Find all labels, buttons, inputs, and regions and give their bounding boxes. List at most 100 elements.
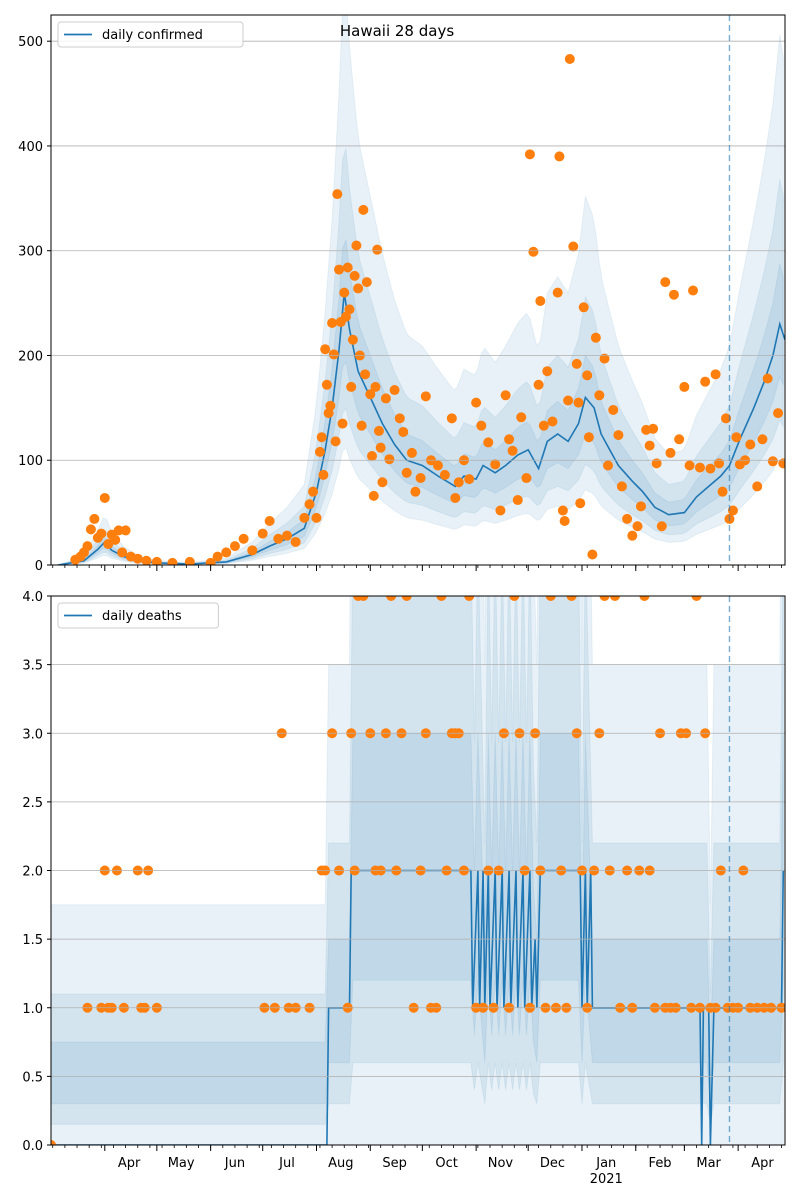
x-tick-label: Dec — [540, 1156, 565, 1171]
observed-point — [386, 596, 397, 601]
observed-point — [668, 289, 679, 300]
observed-point — [167, 557, 178, 565]
observed-point — [656, 521, 667, 532]
observed-point — [547, 416, 558, 427]
observed-point — [314, 446, 325, 457]
observed-point — [328, 349, 339, 360]
observed-point — [205, 557, 216, 565]
observed-point — [273, 533, 284, 544]
observed-point — [583, 432, 594, 443]
observed-point — [651, 458, 662, 469]
observed-point — [665, 447, 676, 458]
observed-point — [535, 296, 546, 306]
observed-point — [644, 440, 655, 451]
observed-point — [432, 460, 443, 471]
observed-point — [290, 536, 301, 547]
observed-point — [347, 334, 358, 345]
observed-point — [398, 426, 409, 437]
observed-point — [113, 525, 124, 536]
observed-point — [705, 463, 716, 474]
y-tick-label: 1.0 — [22, 1002, 43, 1017]
observed-point — [316, 432, 327, 443]
observed-point — [608, 404, 619, 415]
x-tick-label: Mar — [696, 1156, 721, 1171]
observed-point — [346, 381, 357, 392]
observed-point — [436, 596, 447, 601]
observed-point — [99, 492, 110, 503]
x-tick-label: Nov — [488, 1156, 514, 1171]
observed-point — [321, 379, 332, 390]
observed-point — [648, 423, 659, 434]
observed-point — [212, 551, 223, 562]
observed-point — [358, 596, 369, 601]
observed-point — [264, 516, 275, 526]
observed-point — [311, 512, 322, 523]
observed-point — [141, 555, 152, 565]
observed-point — [439, 469, 450, 480]
observed-point — [420, 391, 431, 402]
observed-point — [247, 545, 258, 556]
observed-point — [308, 486, 319, 497]
observed-point — [568, 241, 579, 252]
observed-point — [110, 534, 121, 545]
observed-point — [587, 549, 598, 560]
x-tick-label: Jun — [224, 1156, 245, 1171]
observed-point — [389, 385, 400, 396]
observed-point — [332, 189, 343, 200]
observed-point — [767, 456, 778, 467]
observed-point — [89, 513, 100, 524]
observed-point — [238, 533, 249, 544]
observed-point — [229, 541, 240, 552]
observed-point — [571, 358, 582, 369]
x-tick-label: Aug — [328, 1156, 353, 1171]
observed-point — [688, 285, 699, 296]
observed-point — [727, 505, 738, 516]
uncertainty-band — [51, 15, 784, 565]
observed-point — [632, 521, 643, 532]
observed-point — [745, 439, 756, 450]
y-tick-label: 4.0 — [22, 590, 43, 605]
x-year-label: 2021 — [590, 1172, 623, 1187]
x-tick-label: Oct — [435, 1156, 457, 1171]
legend-label: daily deaths — [102, 609, 182, 624]
observed-point — [356, 420, 367, 431]
observed-point — [679, 381, 690, 392]
y-tick-label: 2.5 — [22, 796, 43, 811]
observed-point — [542, 366, 553, 377]
plot-area — [51, 15, 785, 565]
observed-point — [257, 528, 268, 539]
legend-box — [57, 602, 219, 629]
y-tick-label: 0.5 — [22, 1070, 43, 1085]
observed-point — [490, 459, 501, 470]
observed-point — [660, 277, 671, 288]
observed-point — [616, 481, 627, 492]
x-tick-label: Jul — [278, 1156, 295, 1171]
observed-point — [401, 467, 412, 478]
observed-point — [516, 412, 527, 423]
observed-point — [559, 516, 570, 526]
observed-point — [342, 262, 353, 273]
observed-point — [778, 458, 785, 469]
observed-point — [221, 547, 232, 558]
legend-label: daily confirmed — [102, 28, 203, 43]
observed-point — [528, 246, 539, 257]
observed-point — [401, 596, 412, 601]
x-tick-label: May — [168, 1156, 195, 1171]
observed-point — [714, 458, 725, 469]
observed-point — [299, 512, 310, 523]
observed-point — [757, 434, 768, 445]
observed-point — [582, 370, 593, 381]
y-tick-label: 200 — [18, 349, 43, 364]
observed-point — [594, 390, 605, 401]
observed-point — [573, 397, 584, 408]
observed-point — [351, 240, 362, 251]
observed-point — [151, 556, 162, 565]
observed-point — [603, 460, 614, 471]
plot-frame — [50, 14, 786, 566]
deaths-panel: 0.0 0.5 1.0 1.5 2.0 2.5 3.0 3.5 4.0 daily deaths — [22, 590, 786, 1154]
observed-point — [717, 486, 728, 497]
observed-point — [380, 393, 391, 404]
observed-point — [471, 397, 482, 408]
y-tick-label: 400 — [18, 140, 43, 155]
